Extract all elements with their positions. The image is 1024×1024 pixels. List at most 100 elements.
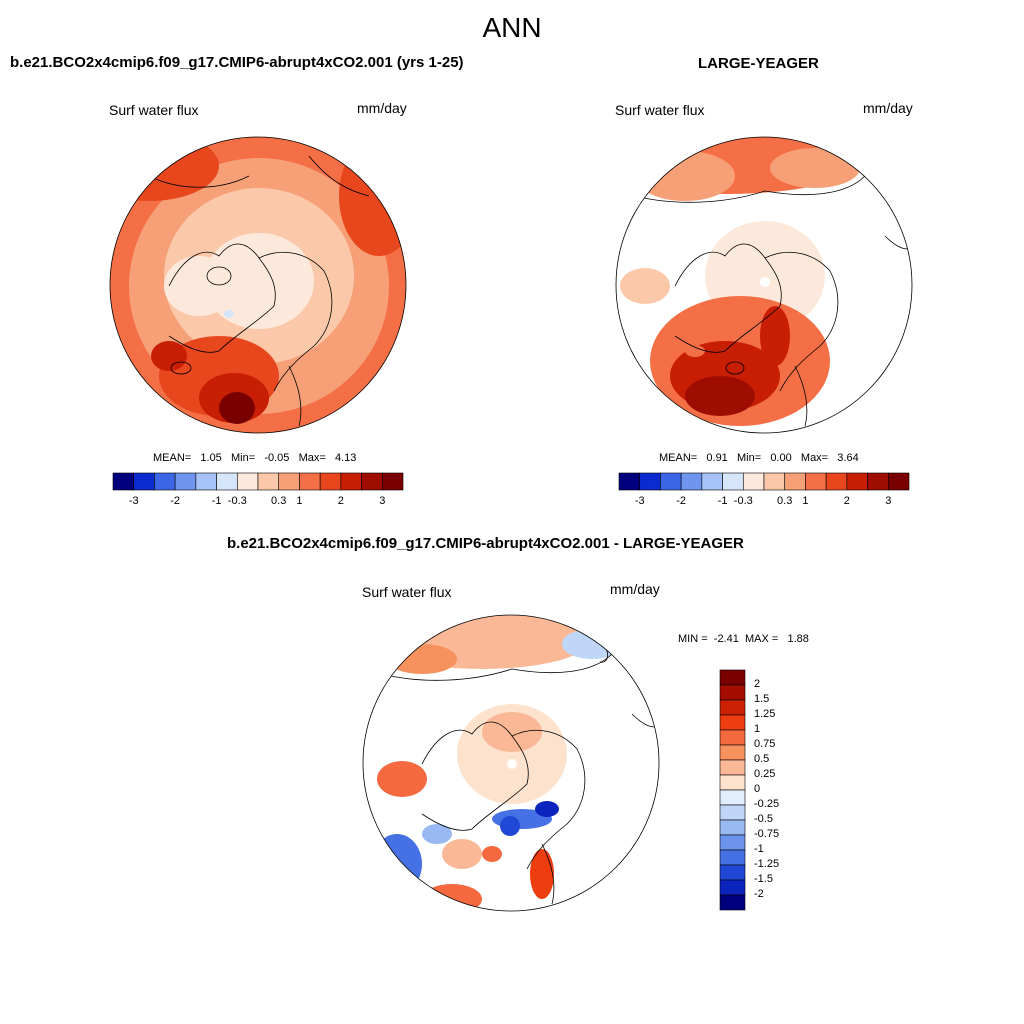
- colorbar-tick-label: 1.5: [754, 693, 770, 705]
- panel-2-min-value: 0.00: [770, 452, 792, 464]
- colorbar-swatch: [719, 879, 746, 896]
- colorbar-swatch: [660, 472, 682, 491]
- colorbar-tick-label: 0: [754, 783, 761, 795]
- colorbar-tick-label: 3: [885, 495, 892, 507]
- colorbar-swatch: [719, 789, 746, 806]
- colorbar-swatch: [805, 472, 827, 491]
- colorbar-swatch: [278, 472, 300, 491]
- panel-1-coastlines: [148, 155, 370, 427]
- colorbar-tick-label: -1.25: [754, 858, 780, 870]
- panel-1-colorbar: [112, 472, 404, 491]
- colorbar-tick-label: -3: [128, 495, 139, 507]
- panel-2-colorbar: [618, 472, 910, 491]
- colorbar-swatch: [361, 472, 383, 491]
- colorbar-swatch: [867, 472, 889, 491]
- colorbar-tick-label: 0.5: [754, 753, 770, 765]
- colorbar-swatch: [887, 472, 910, 491]
- panel-2-max-label: Max=: [800, 452, 829, 464]
- colorbar-tick-label: -0.25: [754, 798, 780, 810]
- colorbar-swatch: [639, 472, 661, 491]
- figure-title: ANN: [482, 12, 542, 43]
- colorbar-tick-label: 0.25: [754, 768, 776, 780]
- colorbar-swatch: [719, 759, 746, 776]
- panel-2-variable-label: Surf water flux: [615, 102, 705, 118]
- colorbar-tick-label: -1: [717, 495, 728, 507]
- panel-3-coastlines: [381, 643, 658, 905]
- panel-2-coastlines: [634, 175, 911, 427]
- colorbar-swatch: [299, 472, 321, 491]
- colorbar-tick-label: 2: [754, 678, 761, 690]
- panel-3-title: b.e21.BCO2x4cmip6.f09_g17.CMIP6-abrupt4x…: [227, 535, 744, 552]
- colorbar-tick-label: -0.3: [227, 495, 247, 507]
- colorbar-tick-label: -0.5: [754, 813, 773, 825]
- colorbar-swatch: [719, 894, 746, 911]
- panel-2-title: LARGE-YEAGER: [698, 55, 819, 72]
- colorbar-swatch: [236, 472, 259, 491]
- colorbar-swatch: [719, 669, 746, 686]
- colorbar-swatch: [719, 849, 746, 866]
- colorbar-tick-label: 1: [754, 723, 761, 735]
- colorbar-swatch: [763, 472, 786, 491]
- colorbar-tick-label: -0.3: [733, 495, 753, 507]
- panel-3-stats: MIN = -2.41 MAX = 1.88: [678, 633, 809, 645]
- colorbar-swatch: [154, 472, 176, 491]
- colorbar-swatch: [719, 804, 746, 821]
- colorbar-swatch: [680, 472, 703, 491]
- panel-1-variable-label: Surf water flux: [109, 102, 199, 118]
- colorbar-tick-label: -2: [170, 495, 181, 507]
- panel-3-min-value: -2.41: [713, 633, 739, 645]
- colorbar-swatch: [340, 472, 362, 491]
- colorbar-tick-label: 0.3: [271, 495, 287, 507]
- colorbar-swatch: [719, 774, 746, 791]
- colorbar-swatch: [618, 472, 641, 491]
- panel-1-units-label: mm/day: [357, 100, 407, 116]
- colorbar-tick-label: 1: [296, 495, 303, 507]
- colorbar-swatch: [719, 684, 746, 701]
- colorbar-tick-label: -2: [676, 495, 687, 507]
- colorbar-swatch: [719, 744, 746, 761]
- panel-1-stats: MEAN= 1.05 Min= -0.05 Max= 4.13: [153, 452, 356, 464]
- colorbar-swatch: [784, 472, 806, 491]
- colorbar-swatch: [195, 472, 217, 491]
- colorbar-swatch: [719, 714, 746, 731]
- colorbar-tick-label: -3: [634, 495, 645, 507]
- colorbar-swatch: [742, 472, 765, 491]
- panel-3-units-label: mm/day: [610, 581, 660, 597]
- colorbar-swatch: [257, 472, 280, 491]
- panel-1-max-label: Max=: [298, 452, 326, 464]
- colorbar-swatch: [719, 819, 746, 836]
- colorbar-tick-label: 2: [337, 495, 344, 507]
- colorbar-swatch: [701, 472, 723, 491]
- panel-1-mean-label: MEAN=: [153, 452, 192, 464]
- colorbar-tick-label: -1: [211, 495, 222, 507]
- panel-3-min-label: MIN =: [678, 633, 708, 645]
- panel-3-colorbar: [719, 669, 746, 911]
- panel-2-map: [615, 136, 913, 434]
- colorbar-tick-label: 0.75: [754, 738, 776, 750]
- colorbar-swatch: [174, 472, 197, 491]
- colorbar-swatch: [846, 472, 868, 491]
- colorbar-swatch: [719, 699, 746, 716]
- panel-1-min-label: Min=: [230, 452, 256, 464]
- colorbar-swatch: [133, 472, 155, 491]
- colorbar-swatch: [825, 472, 848, 491]
- panel-2-mean-label: MEAN=: [659, 452, 698, 464]
- colorbar-tick-label: 0.3: [777, 495, 793, 507]
- colorbar-swatch: [719, 834, 746, 851]
- panel-1-max-value: 4.13: [334, 452, 357, 464]
- panel-3-max-label: MAX =: [744, 633, 779, 645]
- colorbar-swatch: [216, 472, 238, 491]
- colorbar-tick-label: -1.5: [754, 873, 773, 885]
- panel-1-min-value: -0.05: [264, 452, 290, 464]
- colorbar-swatch: [722, 472, 744, 491]
- colorbar-tick-label: 1: [802, 495, 809, 507]
- colorbar-swatch: [719, 864, 746, 881]
- colorbar-tick-label: 3: [379, 495, 386, 507]
- panel-1-map: [109, 136, 407, 434]
- panel-2-max-value: 3.64: [837, 452, 859, 464]
- colorbar-swatch: [381, 472, 404, 491]
- colorbar-tick-label: -2: [754, 888, 764, 900]
- colorbar-swatch: [319, 472, 342, 491]
- panel-2-units-label: mm/day: [863, 100, 913, 116]
- panel-1-mean-value: 1.05: [200, 452, 222, 464]
